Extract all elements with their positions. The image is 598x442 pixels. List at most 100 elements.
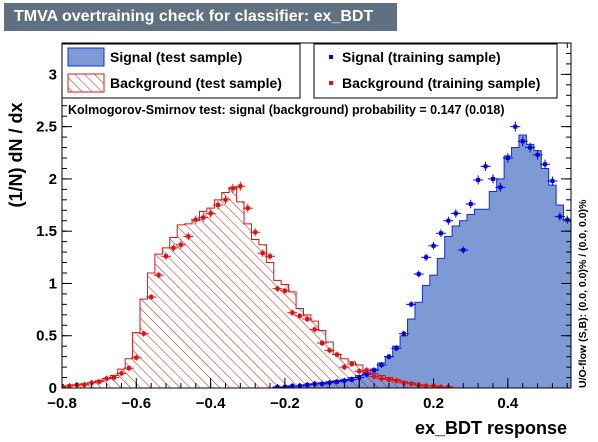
signal-training-point xyxy=(386,354,391,359)
background-training-point xyxy=(401,380,406,385)
signal-training-point xyxy=(342,378,347,383)
background-training-point xyxy=(327,348,332,353)
overflow-label: U/O-flow (S,B): (0.0, 0.0)% / (0.0, 0.0)… xyxy=(577,199,589,388)
background-training-point xyxy=(409,381,414,386)
background-training-point xyxy=(357,369,362,374)
y-tick-label: 2 xyxy=(49,171,57,188)
background-training-point xyxy=(134,355,139,360)
background-training-point xyxy=(149,295,154,300)
background-training-point xyxy=(97,379,102,384)
background-training-point xyxy=(372,374,377,379)
signal-training-point xyxy=(490,176,495,181)
window-title: TMVA overtraining check for classifier: … xyxy=(4,3,397,31)
signal-training-point xyxy=(275,384,280,388)
signal-training-point xyxy=(520,139,525,144)
background-training-point xyxy=(364,368,369,373)
x-tick-label: −0.4 xyxy=(196,395,226,412)
x-tick-label: 0 xyxy=(355,395,363,412)
signal-training-point xyxy=(431,243,436,248)
signal-training-point xyxy=(305,382,310,387)
signal-training-point xyxy=(357,375,362,380)
signal-training-point xyxy=(446,218,451,223)
signal-training-point xyxy=(565,217,570,222)
background-training-point xyxy=(126,366,131,371)
signal-training-point xyxy=(290,383,295,388)
background-training-point xyxy=(253,230,258,235)
signal-training-point xyxy=(438,231,443,236)
background-training-point xyxy=(223,197,228,202)
signal-training-point xyxy=(542,162,547,167)
background-training-point xyxy=(230,186,235,191)
legend-swatch-background-test xyxy=(67,73,105,93)
background-training-point xyxy=(208,211,213,216)
background-training-point xyxy=(379,376,384,381)
legend-label-signal-training: Signal (training sample) xyxy=(342,49,501,65)
background-training-point xyxy=(193,217,198,222)
ks-test-annotation: Kolmogorov-Smirnov test: signal (backgro… xyxy=(68,103,505,117)
background-training-point xyxy=(305,317,310,321)
y-axis-label: (1/N) dN / dx xyxy=(6,102,26,207)
plot-frame xyxy=(61,42,572,389)
legend-marker-signal-training xyxy=(329,55,333,59)
signal-test-histogram xyxy=(62,134,571,388)
background-training-point xyxy=(282,288,287,293)
x-tick-label: 0.4 xyxy=(497,395,519,412)
signal-training-point xyxy=(409,302,414,307)
legend-label-background-test: Background (test sample) xyxy=(110,75,282,91)
signal-training-point xyxy=(513,124,518,129)
legend-marker-background-training xyxy=(329,81,333,85)
background-training-point xyxy=(141,331,146,336)
background-training-point xyxy=(268,254,273,259)
background-training-point xyxy=(171,245,176,250)
background-training-point xyxy=(89,380,94,385)
signal-training-point xyxy=(401,331,406,336)
signal-training-point xyxy=(416,272,421,277)
y-tick-label: 3 xyxy=(49,66,57,83)
background-training-point xyxy=(216,203,221,208)
background-training-point xyxy=(424,383,429,388)
signal-training-point xyxy=(468,202,473,206)
background-training-point xyxy=(156,273,161,278)
y-tick-label: 0 xyxy=(49,380,57,397)
signal-training-point xyxy=(461,248,466,252)
background-training-point xyxy=(119,371,124,376)
y-tick-label: 1 xyxy=(49,275,57,292)
signal-training-point xyxy=(349,377,354,382)
background-training-point xyxy=(342,365,347,370)
y-tick-label: 1.5 xyxy=(36,223,57,240)
x-tick-label: −0.8 xyxy=(47,395,77,412)
background-training-point xyxy=(394,378,399,383)
background-training-point xyxy=(178,242,183,247)
background-training-point xyxy=(238,184,243,189)
signal-training-point xyxy=(320,381,325,386)
signal-training-point xyxy=(528,145,533,150)
signal-training-point xyxy=(372,368,377,373)
background-training-point xyxy=(320,341,325,346)
background-training-point xyxy=(386,377,391,382)
background-training-point xyxy=(260,251,265,256)
legend-swatch-signal-test xyxy=(67,47,105,67)
x-axis-label: ex_BDT response xyxy=(415,418,567,438)
background-training-point xyxy=(164,254,169,259)
signal-training-point xyxy=(453,211,458,216)
background-training-point xyxy=(104,376,109,381)
background-training-point xyxy=(312,327,317,332)
background-training-point xyxy=(334,352,339,357)
background-training-point xyxy=(438,384,443,388)
background-training-point xyxy=(245,206,250,211)
signal-training-point xyxy=(476,177,481,182)
background-training-point xyxy=(290,310,295,315)
signal-training-point xyxy=(379,363,384,367)
signal-training-point xyxy=(535,152,540,157)
background-training-point xyxy=(62,383,64,388)
signal-training-point xyxy=(505,156,510,160)
background-training-point xyxy=(297,313,302,318)
background-training-point xyxy=(275,286,280,291)
x-tick-label: −0.6 xyxy=(121,395,151,412)
background-training-point xyxy=(112,375,117,380)
background-training-point xyxy=(82,382,87,387)
x-tick-label: −0.2 xyxy=(270,395,300,412)
legend-label-background-training: Background (training sample) xyxy=(342,75,540,91)
signal-training-point xyxy=(364,372,369,377)
signal-training-point xyxy=(327,380,332,385)
